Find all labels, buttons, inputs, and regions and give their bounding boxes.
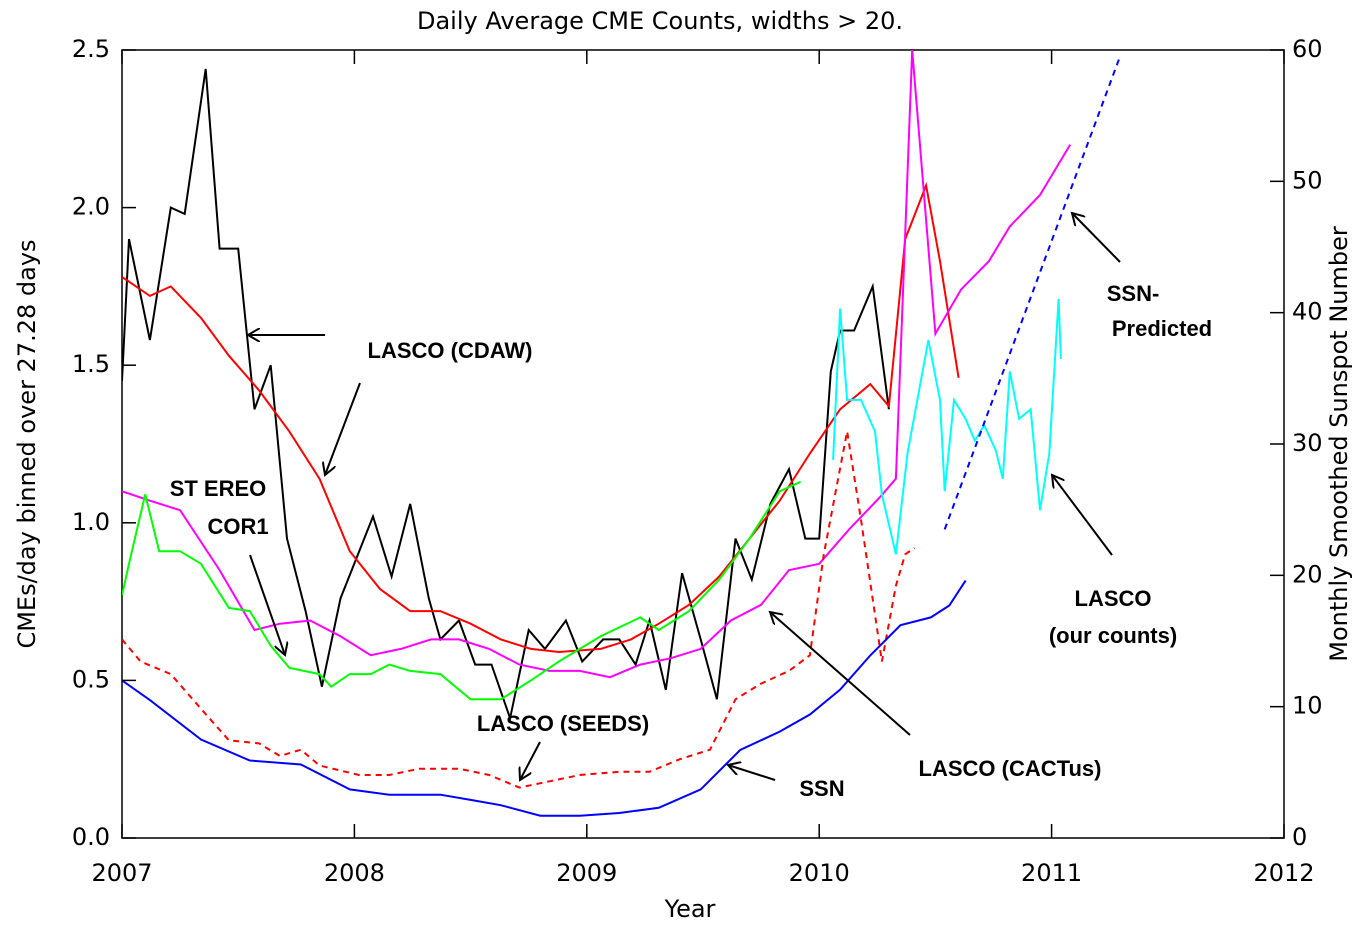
annotation-arrow: [1052, 475, 1113, 556]
x-tick-label: 2009: [556, 859, 617, 887]
annotation: LASCO (CACTus): [919, 756, 1102, 781]
x-tick-label: 2007: [91, 859, 152, 887]
y2-tick-label: 10: [1292, 692, 1323, 720]
chart-title: Daily Average CME Counts, widths > 20.: [417, 7, 903, 35]
annotation-arrow: [325, 382, 361, 475]
annotation-arrow: [770, 612, 911, 736]
y-tick-label: 1.0: [72, 508, 110, 536]
annotation-arrow: [728, 765, 776, 781]
series-layer: [122, 50, 1120, 817]
annotation-arrow: [249, 554, 285, 655]
y-tick-label: 2.5: [72, 35, 110, 63]
annotation: LASCO (CDAW): [368, 338, 533, 363]
annotation: ST EREO: [170, 476, 267, 501]
annotation: COR1: [207, 514, 268, 539]
y-tick-label: 2.0: [72, 193, 110, 221]
series-line: [122, 580, 967, 817]
annotation-arrow: [1072, 213, 1121, 263]
series-line: [122, 68, 890, 722]
annotation: SSN-: [1107, 281, 1160, 306]
x-axis-label: Year: [664, 895, 716, 923]
x-tick-label: 2011: [1021, 859, 1082, 887]
y2-tick-label: 30: [1292, 429, 1323, 457]
y-axis-label: CMEs/day binned over 27.28 days: [13, 239, 41, 648]
series-line: [122, 50, 1072, 679]
series-line: [832, 298, 1062, 555]
x-tick-label: 2008: [324, 859, 385, 887]
annotation: LASCO (SEEDS): [477, 711, 649, 736]
x-tick-label: 2010: [789, 859, 850, 887]
annotation: Predicted: [1112, 316, 1212, 341]
annotation-arrow: [520, 741, 541, 780]
series-line: [943, 58, 1120, 530]
annotation: SSN: [799, 776, 844, 801]
y-tick-label: 0.5: [72, 665, 110, 693]
y2-tick-label: 20: [1292, 560, 1323, 588]
y2-tick-label: 40: [1292, 298, 1323, 326]
series-line: [122, 181, 960, 654]
y2-tick-label: 60: [1292, 35, 1323, 63]
y-tick-label: 1.5: [72, 350, 110, 378]
y2-tick-label: 0: [1292, 823, 1307, 851]
series-line: [122, 480, 802, 701]
y-tick-label: 0.0: [72, 823, 110, 851]
annotation: LASCO: [1075, 586, 1152, 611]
x-tick-label: 2012: [1253, 859, 1314, 887]
y2-tick-label: 50: [1292, 166, 1323, 194]
annotation: (our counts): [1049, 623, 1177, 648]
y2-axis-label: Monthly Smoothed Sunspot Number: [1325, 226, 1353, 662]
